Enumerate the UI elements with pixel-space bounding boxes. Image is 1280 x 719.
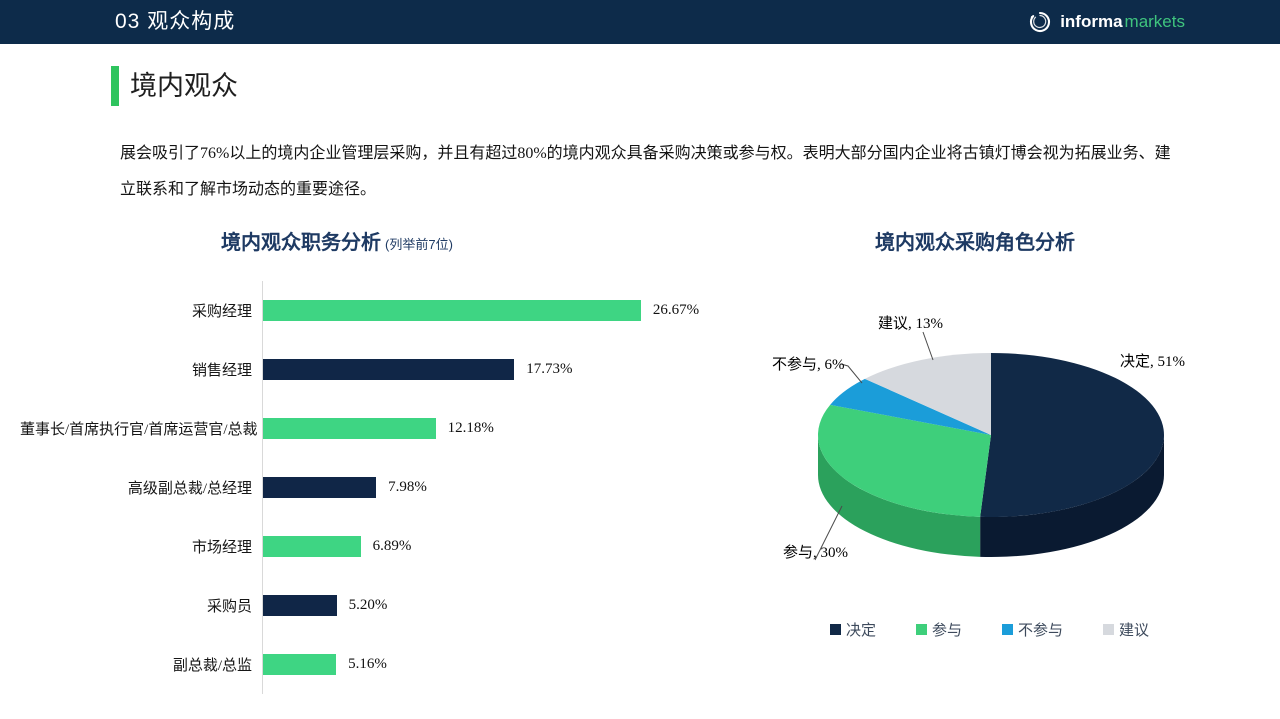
bar-row: 采购员 5.20% (20, 576, 710, 635)
pie-label-leader-line (922, 331, 934, 361)
logo-text-markets: markets (1124, 12, 1185, 31)
bar-track: 5.20% (262, 576, 710, 635)
bar-row: 董事长/首席执行官/首席运营官/总裁 12.18% (20, 399, 710, 458)
bar-category-label: 董事长/首席执行官/首席运营官/总裁 (20, 422, 258, 438)
intro-paragraph: 展会吸引了76%以上的境内企业管理层采购，并且有超过80%的境内观众具备采购决策… (120, 145, 1171, 198)
legend-label: 建议 (1119, 622, 1150, 639)
legend-label: 决定 (846, 622, 877, 639)
legend-swatch (830, 624, 841, 635)
bar-value-label: 17.73% (526, 361, 573, 377)
legend-item: 决定 (830, 619, 876, 640)
bar (263, 654, 337, 675)
bar-value-label: 12.18% (447, 420, 494, 436)
bar-chart-title-main: 境内观众职务分析 (221, 232, 382, 254)
logo-text-informa: informa (1060, 12, 1123, 31)
bar-category-label: 高级副总裁/总经理 (127, 481, 252, 497)
bar-track: 17.73% (262, 340, 710, 399)
pie-3d-svg (814, 331, 1165, 561)
pie-data-label-no-participate: 不参与, 6% (772, 357, 845, 373)
bar-chart: 采购经理 26.67% 销售经理 17.73% 董事长/首席执行官/首席运营官/总裁 12… (20, 281, 710, 694)
pie-chart-title: 境内观众采购角色分析 (875, 232, 1075, 254)
pie-data-label-decide: 决定, 51% (1120, 354, 1185, 370)
bar-row: 销售经理 17.73% (20, 340, 710, 399)
bar (263, 477, 377, 498)
legend-label: 不参与 (1018, 622, 1064, 639)
legend-item: 不参与 (1002, 619, 1063, 640)
pie-legend: 决定 参与 不参与 建议 (830, 619, 1189, 640)
bar (263, 536, 361, 557)
bar-row: 采购经理 26.67% (20, 281, 710, 340)
bar-chart-rows: 采购经理 26.67% 销售经理 17.73% 董事长/首席执行官/首席运营官/总裁 12… (20, 281, 710, 694)
bar-track: 5.16% (262, 635, 710, 694)
bar (263, 359, 515, 380)
bar-row: 市场经理 6.89% (20, 517, 710, 576)
legend-swatch (916, 624, 928, 635)
bar-value-label: 6.89% (372, 538, 412, 554)
pie-slice-决定 (980, 353, 1165, 517)
pie-label-leader-line (840, 363, 863, 384)
informa-markets-logo: informa markets (1028, 0, 1185, 44)
pie-slice-side (818, 435, 981, 557)
bar-value-label: 7.98% (388, 479, 427, 495)
bar-chart-title-sub: (列举前7位) (385, 237, 453, 252)
bar-value-label: 5.20% (348, 597, 388, 613)
bar-value-label: 5.16% (348, 656, 387, 672)
bar (263, 300, 641, 321)
bar-track: 12.18% (262, 399, 710, 458)
pie-label-leader-line (814, 505, 843, 561)
section-heading: 境内观众 (130, 71, 238, 101)
heading-accent-bar (111, 66, 119, 106)
legend-swatch (1103, 624, 1115, 635)
bar-track: 7.98% (262, 458, 710, 517)
pie-slice-side (980, 435, 1164, 557)
legend-item: 建议 (1103, 619, 1149, 640)
pie-data-label-participate: 参与, 30% (783, 545, 848, 561)
bar-category-label: 副总裁/总监 (172, 658, 252, 674)
legend-label: 参与 (932, 622, 963, 639)
pie-slice-参与 (818, 404, 991, 517)
legend-swatch (1002, 624, 1014, 635)
bar-row: 副总裁/总监 5.16% (20, 635, 710, 694)
bar-row: 高级副总裁/总经理 7.98% (20, 458, 710, 517)
header: 03 观众构成 informa markets (0, 0, 1280, 44)
bar-value-label: 26.67% (652, 302, 700, 318)
pie-slice-不参与 (830, 378, 991, 435)
bar-category-label: 市场经理 (191, 540, 252, 556)
bar-track: 6.89% (262, 517, 710, 576)
informa-swirl-icon (1030, 11, 1051, 32)
bar-category-label: 采购经理 (191, 304, 252, 320)
bar-category-label: 采购员 (206, 599, 252, 615)
page-title: 03 观众构成 (115, 10, 236, 33)
bar-category-label: 销售经理 (191, 363, 252, 379)
bar (263, 418, 436, 439)
bar-track: 26.67% (262, 281, 710, 340)
pie-data-label-suggest: 建议, 13% (878, 316, 943, 332)
legend-item: 参与 (916, 619, 962, 640)
bar-chart-title: 境内观众职务分析 (列举前7位) (17, 226, 657, 255)
bar (263, 595, 337, 616)
pie-slice-建议 (864, 353, 991, 435)
